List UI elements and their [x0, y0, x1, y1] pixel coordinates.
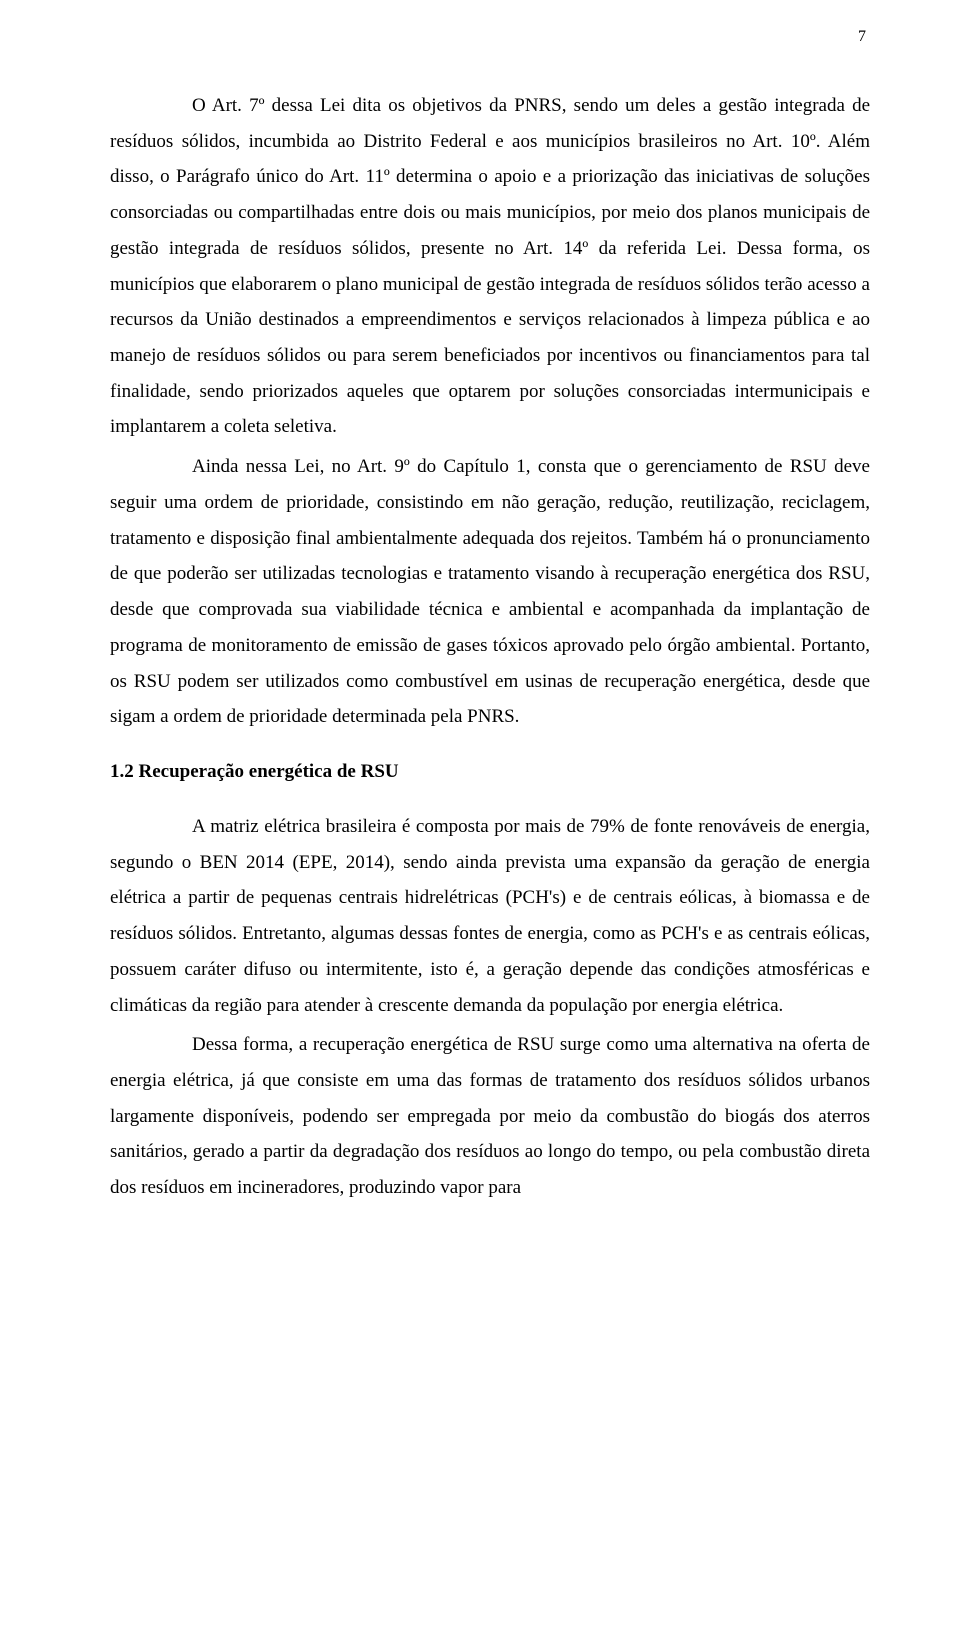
paragraph-1: O Art. 7º dessa Lei dita os objetivos da…: [110, 88, 870, 445]
paragraph-3: A matriz elétrica brasileira é composta …: [110, 809, 870, 1023]
section-heading: 1.2 Recuperação energética de RSU: [110, 761, 870, 783]
page-number: 7: [858, 28, 866, 46]
paragraph-2: Ainda nessa Lei, no Art. 9º do Capítulo …: [110, 449, 870, 735]
paragraph-4: Dessa forma, a recuperação energética de…: [110, 1027, 870, 1206]
document-page: 7 O Art. 7º dessa Lei dita os objetivos …: [0, 0, 960, 1648]
page-content: O Art. 7º dessa Lei dita os objetivos da…: [110, 88, 870, 1206]
